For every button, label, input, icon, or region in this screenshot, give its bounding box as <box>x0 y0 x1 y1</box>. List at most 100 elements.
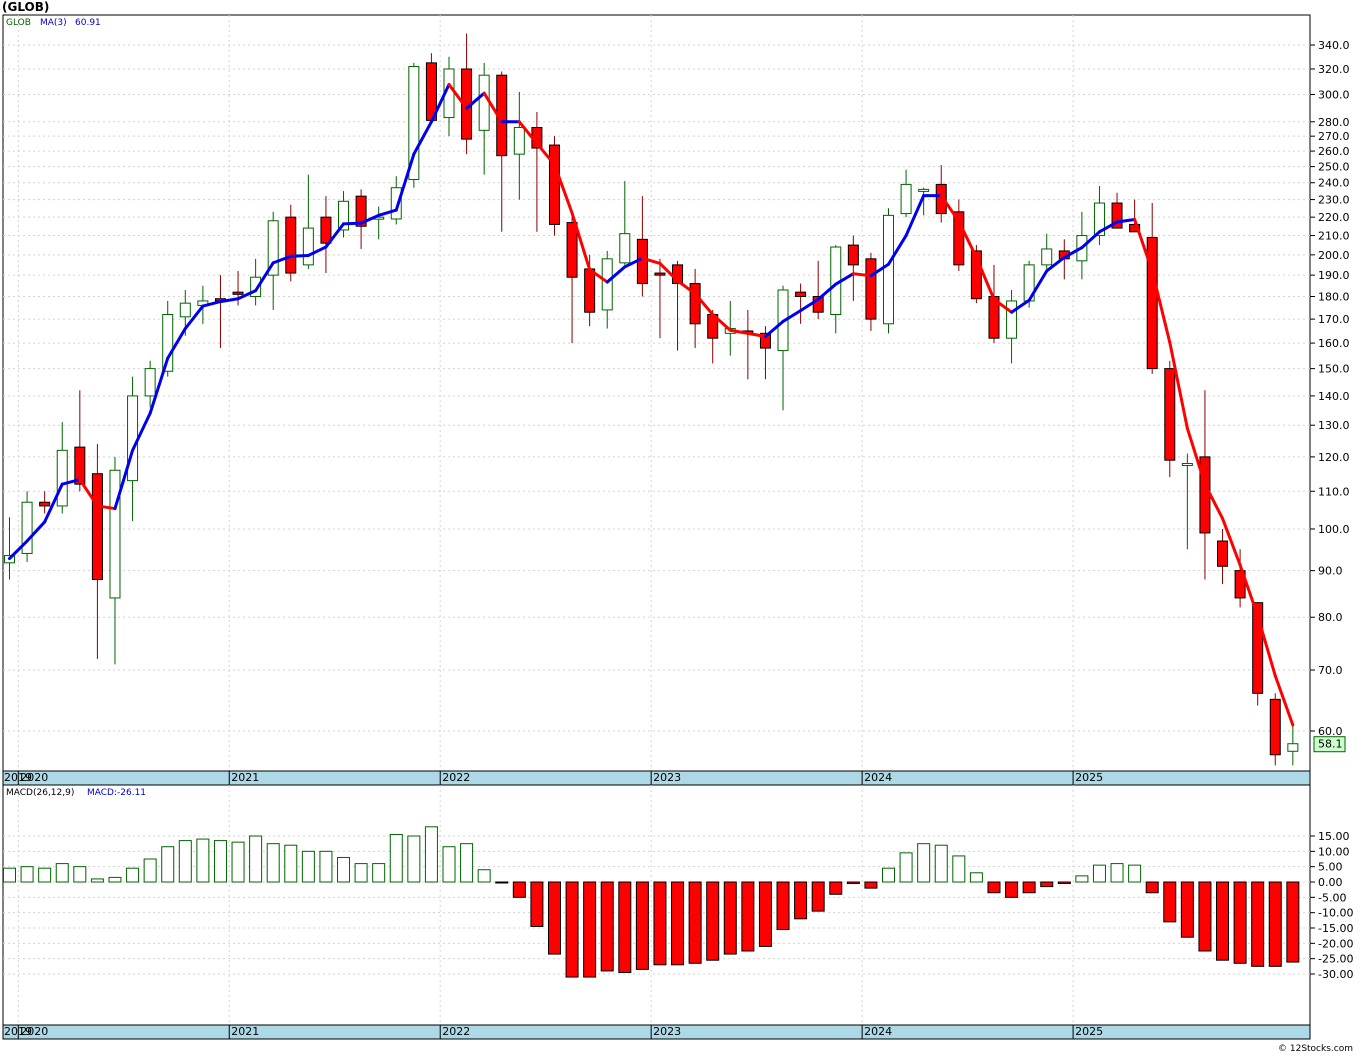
candle-body <box>812 296 824 313</box>
year-label: 2020 <box>20 771 48 784</box>
ma-segment-up <box>131 411 152 452</box>
price-tick-label: 140.0 <box>1318 390 1350 403</box>
macd-bar-negative <box>1057 881 1071 885</box>
candle-body <box>144 368 156 397</box>
up-candle <box>883 208 894 334</box>
macd-bar-positive <box>1092 864 1106 883</box>
macd-bar-negative <box>565 881 579 978</box>
candle-body <box>918 188 930 192</box>
macd-bar-negative <box>1163 881 1177 923</box>
down-candle <box>1129 199 1141 233</box>
ma-segment-up <box>1062 246 1084 259</box>
down-candle <box>285 204 297 282</box>
macd-bar-positive <box>1110 863 1124 883</box>
macd-bar-negative <box>811 881 825 912</box>
candle-body <box>302 227 314 266</box>
ma-segment-up <box>605 265 627 284</box>
macd-bar-negative <box>1251 881 1265 967</box>
candle-body <box>970 250 982 300</box>
candle-body <box>408 66 420 180</box>
macd-bar-positive <box>284 844 298 883</box>
down-candle <box>689 268 701 349</box>
candle-body <box>91 473 103 581</box>
macd-bar-negative <box>846 881 860 885</box>
macd-bar-negative <box>1216 881 1230 961</box>
ma-segment-up <box>394 152 416 212</box>
macd-tick-label: 10.00 <box>1318 845 1350 858</box>
up-candle <box>21 491 33 562</box>
ma-segment-down <box>992 297 1014 314</box>
ma-segment-up <box>377 208 398 217</box>
ma-segment-down <box>1221 516 1242 567</box>
macd-bar-positive <box>407 835 421 883</box>
legend-symbol: GLOB <box>6 18 31 28</box>
down-candle <box>1234 549 1246 608</box>
macd-bar-positive <box>354 863 368 883</box>
macd-bar-negative <box>671 881 685 966</box>
macd-bar-positive <box>337 856 351 883</box>
price-tick-label: 250.0 <box>1318 161 1350 174</box>
ma-segment-up <box>254 261 275 293</box>
ma-segment-down <box>78 478 99 508</box>
ma-segment-up <box>183 304 205 331</box>
macd-bar-negative <box>758 881 772 947</box>
ma-segment-down <box>1273 674 1295 727</box>
macd-tick-label: -30.00 <box>1318 968 1353 981</box>
candle-body <box>1111 202 1123 229</box>
candle-body <box>865 258 877 320</box>
price-tick-label: 190.0 <box>1318 269 1350 282</box>
macd-bar-negative <box>776 881 790 931</box>
ma-segment-down <box>552 163 574 215</box>
down-candle <box>566 213 578 344</box>
ma-segment-down <box>1133 218 1154 273</box>
candle-body <box>21 501 33 554</box>
ma-segment-up <box>465 91 486 110</box>
up-candle <box>601 250 613 329</box>
up-candle <box>1287 724 1299 766</box>
year-band-bottom <box>2 1024 1311 1040</box>
macd-bar-negative <box>1040 881 1054 888</box>
macd-bar-negative <box>706 881 720 961</box>
macd-bars <box>3 826 1300 978</box>
year-label: 2021 <box>231 1025 259 1038</box>
macd-bar-positive <box>108 876 122 883</box>
ma-segment-down <box>957 219 978 259</box>
macd-bar-positive <box>934 844 948 883</box>
ma-segment-up <box>25 520 47 543</box>
price-tick-label: 340.0 <box>1318 39 1350 52</box>
macd-bar-negative <box>495 881 509 884</box>
ma-segment-up <box>148 356 170 415</box>
down-candle <box>1269 693 1281 766</box>
macd-bar-negative <box>1005 881 1019 898</box>
ma-segment-up <box>289 253 310 258</box>
candle-body <box>584 268 596 313</box>
candle-body <box>759 332 771 349</box>
ma-segment-up <box>799 297 820 313</box>
year-label: 2025 <box>1075 1025 1103 1038</box>
macd-bar-negative <box>741 881 755 952</box>
macd-bar-positive <box>301 850 315 883</box>
candle-body <box>619 233 631 264</box>
up-candle <box>619 181 631 265</box>
candle-body <box>1164 368 1176 461</box>
candle-body <box>478 74 490 131</box>
ma-segment-down <box>1256 614 1277 678</box>
macd-bar-negative <box>794 881 808 920</box>
candle-body <box>39 501 51 507</box>
last-price-badge: 58.1 <box>1313 736 1346 753</box>
down-candle <box>548 136 560 236</box>
macd-bar-negative <box>1145 881 1159 894</box>
price-tick-label: 90.0 <box>1318 565 1343 578</box>
candle-body <box>1006 300 1018 339</box>
macd-tick-label: -10.00 <box>1318 907 1353 920</box>
ma-segment-up <box>342 221 363 226</box>
ma-segment-up <box>113 448 135 511</box>
down-candle <box>654 258 666 339</box>
macd-bar-positive <box>460 843 474 883</box>
down-candle <box>935 165 947 223</box>
macd-bar-negative <box>829 881 843 895</box>
macd-tick-label: 0.00 <box>1318 876 1343 889</box>
candle-body <box>1234 570 1246 599</box>
up-candle <box>144 360 156 408</box>
candle-body <box>250 276 262 298</box>
